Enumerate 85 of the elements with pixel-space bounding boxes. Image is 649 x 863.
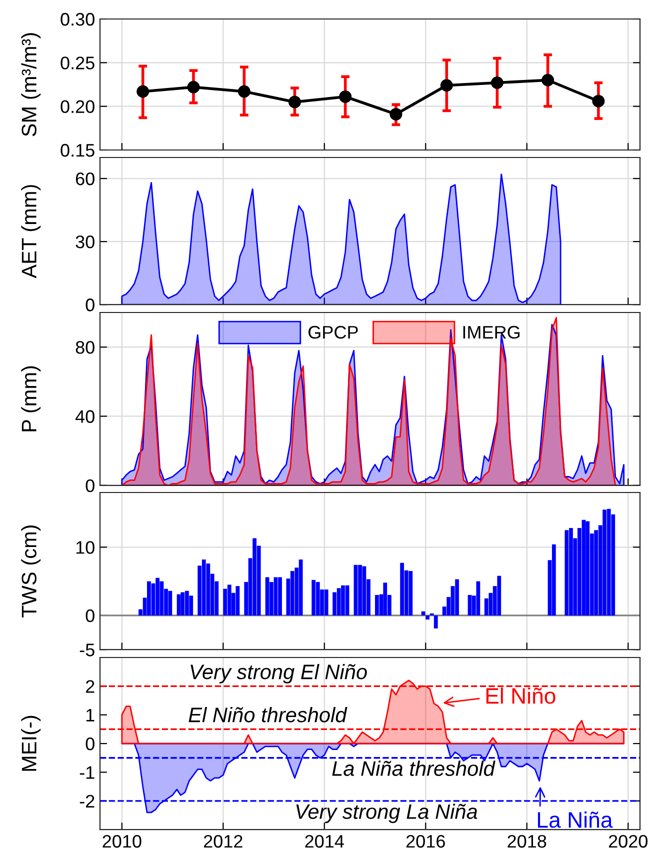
y-tick-label: 80 [76, 341, 94, 354]
bar [375, 594, 379, 616]
ref-line-label: La Niña threshold [332, 760, 496, 776]
y-tick-label: -2 [80, 794, 94, 808]
bar [290, 571, 294, 616]
bar [180, 592, 185, 616]
y-axis-title: SM (m³/m³) [21, 33, 41, 136]
bar [168, 590, 172, 616]
bar [160, 581, 164, 616]
y-tick-label: 0.15 [60, 144, 94, 157]
x-tick-label: 2014 [305, 834, 344, 848]
legend-label: GPCP [308, 326, 358, 339]
point [288, 96, 301, 108]
bar [552, 544, 556, 616]
bar [476, 581, 480, 616]
point [390, 108, 402, 120]
y-tick-label: 40 [75, 410, 94, 423]
bar [564, 530, 569, 616]
x-tick-label: 2012 [204, 834, 242, 848]
bar [341, 585, 345, 616]
bar [468, 594, 472, 616]
y-axis-title: TWS (cm) [21, 525, 41, 618]
y-tick-label: 0 [86, 298, 94, 312]
y-tick-label: 10 [76, 541, 94, 554]
x-tick-label: 2020 [608, 834, 648, 848]
y-axis-title: MEI(-) [21, 716, 41, 771]
y-tick-label: 0 [86, 609, 94, 622]
bar [278, 577, 282, 616]
bar [582, 520, 586, 616]
y-tick-label: -5 [80, 644, 94, 656]
legend-label: IMERG [463, 326, 520, 339]
y-tick-label: 2 [86, 680, 94, 693]
bar [408, 571, 413, 616]
bar [455, 579, 459, 616]
bar [206, 564, 210, 616]
bar [298, 559, 303, 616]
y-tick-label: 0.25 [60, 56, 94, 70]
x-tick-label: 2018 [508, 834, 546, 848]
bar [426, 615, 430, 620]
bar [202, 559, 206, 616]
point [490, 76, 504, 90]
bar [497, 576, 502, 616]
annotation: El Niño [486, 687, 556, 704]
bar [227, 584, 232, 616]
bar [434, 615, 438, 628]
point [542, 74, 554, 86]
bar [274, 577, 278, 616]
bar [147, 581, 151, 616]
bar [316, 582, 320, 616]
y-tick-label: 0 [86, 479, 94, 492]
bar [362, 566, 366, 616]
point [339, 90, 352, 103]
bar [606, 508, 611, 616]
point [136, 85, 150, 98]
y-tick-label: 30 [76, 235, 94, 248]
y-tick-label: 0 [86, 737, 94, 750]
ref-line-label: El Niño threshold [188, 707, 348, 722]
y-axis-title: AET (mm) [21, 185, 41, 278]
y-tick-label: -1 [80, 766, 94, 779]
y-tick-label: 0.20 [60, 100, 94, 114]
point [440, 79, 453, 92]
y-tick-label: 0.30 [60, 12, 94, 26]
x-tick-label: 2010 [102, 834, 142, 848]
bar [345, 585, 350, 616]
bar [336, 588, 341, 616]
annotation: La Niña [538, 811, 613, 828]
bar [383, 582, 388, 616]
bar [358, 564, 362, 616]
bar [223, 588, 228, 616]
ref-line-label: Very strong La Niña [296, 804, 478, 824]
y-axis-title: P (mm) [21, 366, 41, 432]
point [238, 85, 250, 98]
y-tick-label: 1 [86, 708, 94, 722]
bar [586, 521, 590, 616]
bar [324, 589, 328, 616]
bar [236, 586, 240, 616]
bar [312, 580, 316, 616]
ref-line-label: Very strong El Niño [190, 664, 367, 684]
y-tick-label: 60 [76, 172, 94, 186]
x-tick-label: 2016 [406, 834, 445, 848]
point [187, 80, 200, 94]
bar [156, 578, 160, 616]
point [592, 94, 605, 108]
bar [354, 564, 358, 616]
bar [265, 577, 270, 616]
